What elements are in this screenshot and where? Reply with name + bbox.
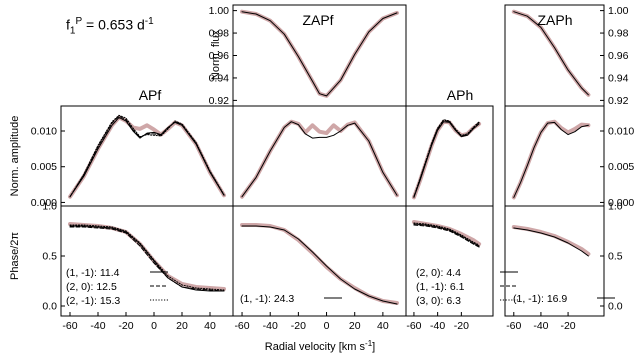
observed-series-line — [240, 119, 399, 199]
y-tick-label: 0.0 — [42, 301, 57, 313]
model-series-line-solid — [69, 225, 225, 292]
y-tick-label: 0.96 — [608, 50, 629, 62]
observed-series-line — [240, 223, 399, 305]
x-tick-label: -40 — [430, 320, 445, 332]
model-series-line-dashed — [413, 119, 480, 198]
y-tick-label: 0.005 — [608, 161, 634, 173]
y-axis-label-norm-amplitude: Norm. amplitude — [9, 116, 21, 197]
y-tick-label: 1.00 — [209, 5, 230, 17]
panel-title: ZAPf — [302, 12, 333, 28]
y-axis-label-phase: Phase/2π — [9, 232, 21, 280]
y-axis-label-norm-flux: Norm. flux — [210, 29, 222, 80]
x-tick-label: -20 — [454, 320, 469, 332]
observed-series-line — [511, 119, 591, 200]
x-tick-label: 40 — [377, 320, 389, 332]
panel-zapf-phase: -60 -40 -20 0 20 40 (1, -1): 24.3 — [232, 205, 407, 332]
y-tick-label: 0.94 — [209, 72, 230, 84]
model-series-line-dashed — [69, 226, 225, 292]
y-tick-label: 0.92 — [209, 95, 230, 107]
x-tick-label: -60 — [406, 320, 421, 332]
model-series-line-dotted — [69, 114, 225, 198]
y-tick-label: 1.0 — [42, 201, 57, 213]
panel-zaph-amp: 0.000 0.005 0.010 — [504, 105, 634, 209]
legend: (2, 0): 4.4 (1, -1): 6.1 (3, 0): 6.3 — [416, 267, 518, 307]
model-series-line-dotted — [69, 224, 225, 291]
panel-zapf: 0.92 0.94 0.96 0.98 1.00 ZAPf — [209, 4, 407, 107]
y-tick-label: 0.96 — [209, 50, 230, 62]
panel-aph-phase: -60 -40 -20 (2, 0): 4.4 (1, -1): 6.1 (3, 0): … — [405, 205, 518, 332]
y-tick-label: 0.0 — [608, 301, 623, 313]
legend-label: (1, -1): 16.9 — [513, 293, 567, 305]
x-tick-label: 20 — [349, 320, 361, 332]
legend-label: (1, -1): 24.3 — [240, 293, 294, 305]
panel-frame — [504, 205, 605, 317]
x-tick-label: -40 — [533, 320, 548, 332]
x-tick-label: -20 — [291, 320, 306, 332]
x-tick-label: 20 — [176, 320, 188, 332]
legend-label: (1, -1): 6.1 — [416, 281, 465, 293]
y-tick-label: 0.005 — [31, 161, 57, 173]
legend: (1, -1): 11.4 (2, 0): 12.5 (2, -1): 15.3 — [66, 267, 168, 307]
model-series-line-solid — [413, 223, 480, 247]
panel-frame — [60, 105, 234, 207]
model-series-line-solid — [241, 11, 398, 97]
model-series-line-dashed — [69, 115, 225, 198]
x-tick-label: -20 — [560, 320, 575, 332]
observed-series-line — [68, 222, 226, 291]
panel-zapf-amp — [232, 105, 407, 207]
x-tick-label: -40 — [263, 320, 278, 332]
model-series-line-solid — [241, 121, 398, 198]
legend-label: (1, -1): 11.4 — [66, 267, 120, 279]
panel-title: ZAPh — [537, 12, 572, 28]
panel-zaph: 0.92 0.94 0.96 0.98 1.00 ZAPh — [504, 4, 629, 107]
model-series-line-solid — [513, 11, 589, 96]
x-tick-label: -20 — [118, 320, 133, 332]
panel-group: 0.920.940.960.981.00ZAPf0.920.940.960.98… — [31, 4, 634, 332]
x-tick-label: 0 — [324, 320, 330, 332]
legend-label: (2, 0): 12.5 — [66, 281, 117, 293]
y-tick-label: 0.010 — [608, 126, 634, 138]
model-series-line-dotted — [413, 119, 480, 198]
y-tick-label: 0.92 — [608, 95, 629, 107]
legend: (1, -1): 24.3 — [240, 293, 342, 305]
y-tick-label: 0.98 — [608, 28, 629, 40]
legend-label: (2, 0): 4.4 — [416, 267, 461, 279]
model-series-line-solid — [513, 227, 589, 257]
model-series-line-dotted — [413, 222, 480, 246]
model-series-line-solid — [241, 225, 398, 305]
y-tick-label: 0.98 — [209, 28, 230, 40]
y-tick-label: 1.00 — [608, 5, 629, 17]
panel-apf-phase: 0.0 0.5 1.0 -60 -40 -20 0 20 40 (1, -1): 11.4 (2, … — [42, 201, 234, 332]
x-tick-label: 0 — [151, 320, 157, 332]
panel-frame — [405, 205, 494, 317]
y-tick-label: 0.000 — [31, 197, 57, 209]
panel-title: APf — [139, 87, 162, 103]
legend-label: (2, -1): 15.3 — [66, 295, 120, 307]
panel-frame — [232, 105, 407, 207]
x-tick-label: -60 — [506, 320, 521, 332]
panel-apf: 0.000 0.005 0.010 APf — [31, 87, 234, 209]
x-tick-label: -40 — [90, 320, 105, 332]
frequency-label: f1P = 0.653 d-1 — [66, 16, 154, 37]
x-tick-label: -60 — [62, 320, 77, 332]
y-tick-label: 1.0 — [608, 201, 623, 213]
legend: (1, -1): 16.9 — [513, 293, 615, 305]
panel-aph: APh — [405, 87, 494, 207]
model-series-line-dashed — [413, 224, 480, 248]
y-tick-label: 0.94 — [608, 72, 629, 84]
x-tick-label: -60 — [234, 320, 249, 332]
panel-zaph-phase: 0.0 0.5 1.0 -60 -40 -20 (1, -1): 16.9 — [504, 201, 623, 332]
x-axis-label: Radial velocity [km s-1] — [265, 339, 375, 353]
panel-title: APh — [447, 87, 473, 103]
observed-series-line — [511, 225, 591, 256]
y-tick-label: 0.010 — [31, 126, 57, 138]
model-series-line-solid — [513, 121, 589, 198]
x-tick-label: 40 — [204, 320, 216, 332]
y-tick-label: 0.5 — [42, 251, 57, 263]
y-tick-label: 0.000 — [608, 197, 634, 209]
y-tick-label: 0.5 — [608, 251, 623, 263]
legend-label: (3, 0): 6.3 — [416, 295, 461, 307]
